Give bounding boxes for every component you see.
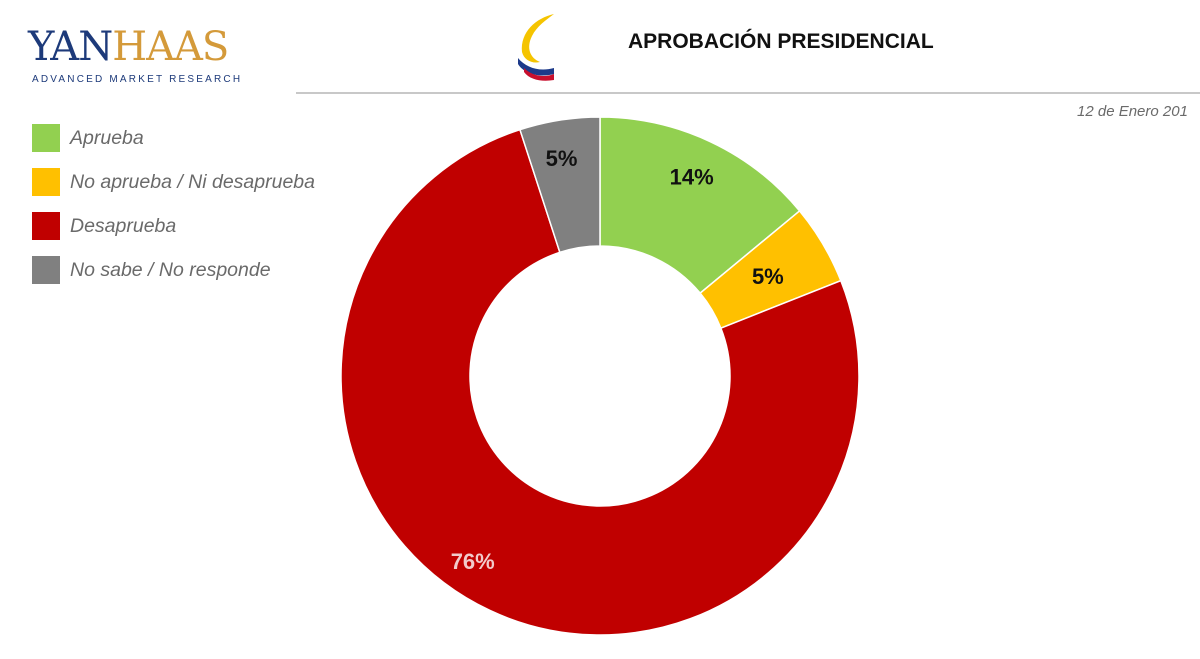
legend-label: Aprueba	[70, 126, 144, 149]
slice-data-label: 14%	[670, 164, 714, 189]
slice-data-label: 5%	[752, 264, 784, 289]
yanhaas-logo: YANHAAS ADVANCED MARKET RESEARCH	[28, 24, 240, 90]
header-divider	[296, 92, 1200, 94]
logo-word-part2: HAAS	[112, 24, 229, 70]
legend-item-aprueba: Aprueba	[32, 116, 315, 160]
report-date: 12 de Enero 201	[1077, 103, 1188, 120]
logo-wordmark: YANHAAS	[28, 24, 229, 70]
slice-data-label: 5%	[546, 146, 578, 171]
legend-item-no-sabe-no-responde: No sabe / No responde	[32, 248, 315, 292]
legend-item-ni-aprueba-ni-desaprueba: No aprueba / Ni desaprueba	[32, 160, 315, 204]
colombia-flag-emblem-icon	[518, 14, 554, 81]
legend-label: No aprueba / Ni desaprueba	[70, 170, 315, 193]
slice-data-label: 76%	[451, 549, 495, 574]
legend-swatch	[32, 168, 60, 196]
legend-item-desaprueba: Desaprueba	[32, 204, 315, 248]
legend-swatch	[32, 124, 60, 152]
logo-word-part1: YAN	[28, 24, 113, 70]
page-title: APROBACIÓN PRESIDENCIAL	[628, 30, 934, 53]
legend-label: No sabe / No responde	[70, 258, 271, 281]
logo-tagline: ADVANCED MARKET RESEARCH	[32, 74, 243, 85]
donut-slice	[519, 116, 601, 254]
legend-swatch	[32, 212, 60, 240]
legend-label: Desaprueba	[70, 214, 177, 237]
donut-slice	[340, 128, 860, 636]
legend-swatch	[32, 256, 60, 284]
chart-legend: Aprueba No aprueba / Ni desaprueba Desap…	[32, 116, 315, 292]
